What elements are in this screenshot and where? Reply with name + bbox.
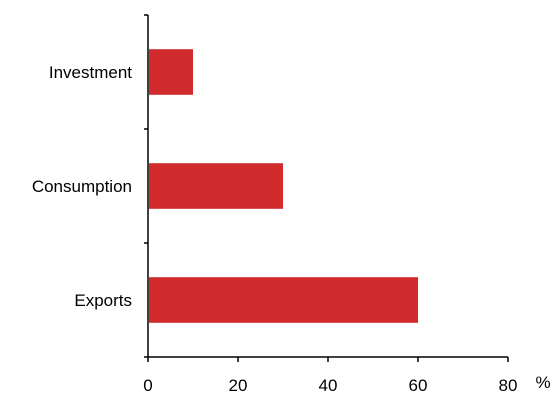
ticks-layer — [144, 14, 509, 362]
bar-consumption — [149, 163, 283, 209]
labels-layer: Investment Consumption Exports 0 20 40 60 80 — [32, 63, 518, 395]
category-label-exports: Exports — [74, 291, 132, 310]
x-tick-label: 80 — [499, 376, 518, 395]
category-label-consumption: Consumption — [32, 177, 132, 196]
bar-exports — [149, 277, 418, 323]
x-tick-label: 0 — [143, 376, 152, 395]
bar-investment — [149, 49, 193, 95]
category-label-investment: Investment — [49, 63, 132, 82]
x-tick-label: 60 — [409, 376, 428, 395]
x-tick-label: 20 — [229, 376, 248, 395]
bars-layer — [149, 49, 418, 323]
x-axis-unit-label: % — [535, 373, 550, 392]
x-tick-label: 40 — [319, 376, 338, 395]
